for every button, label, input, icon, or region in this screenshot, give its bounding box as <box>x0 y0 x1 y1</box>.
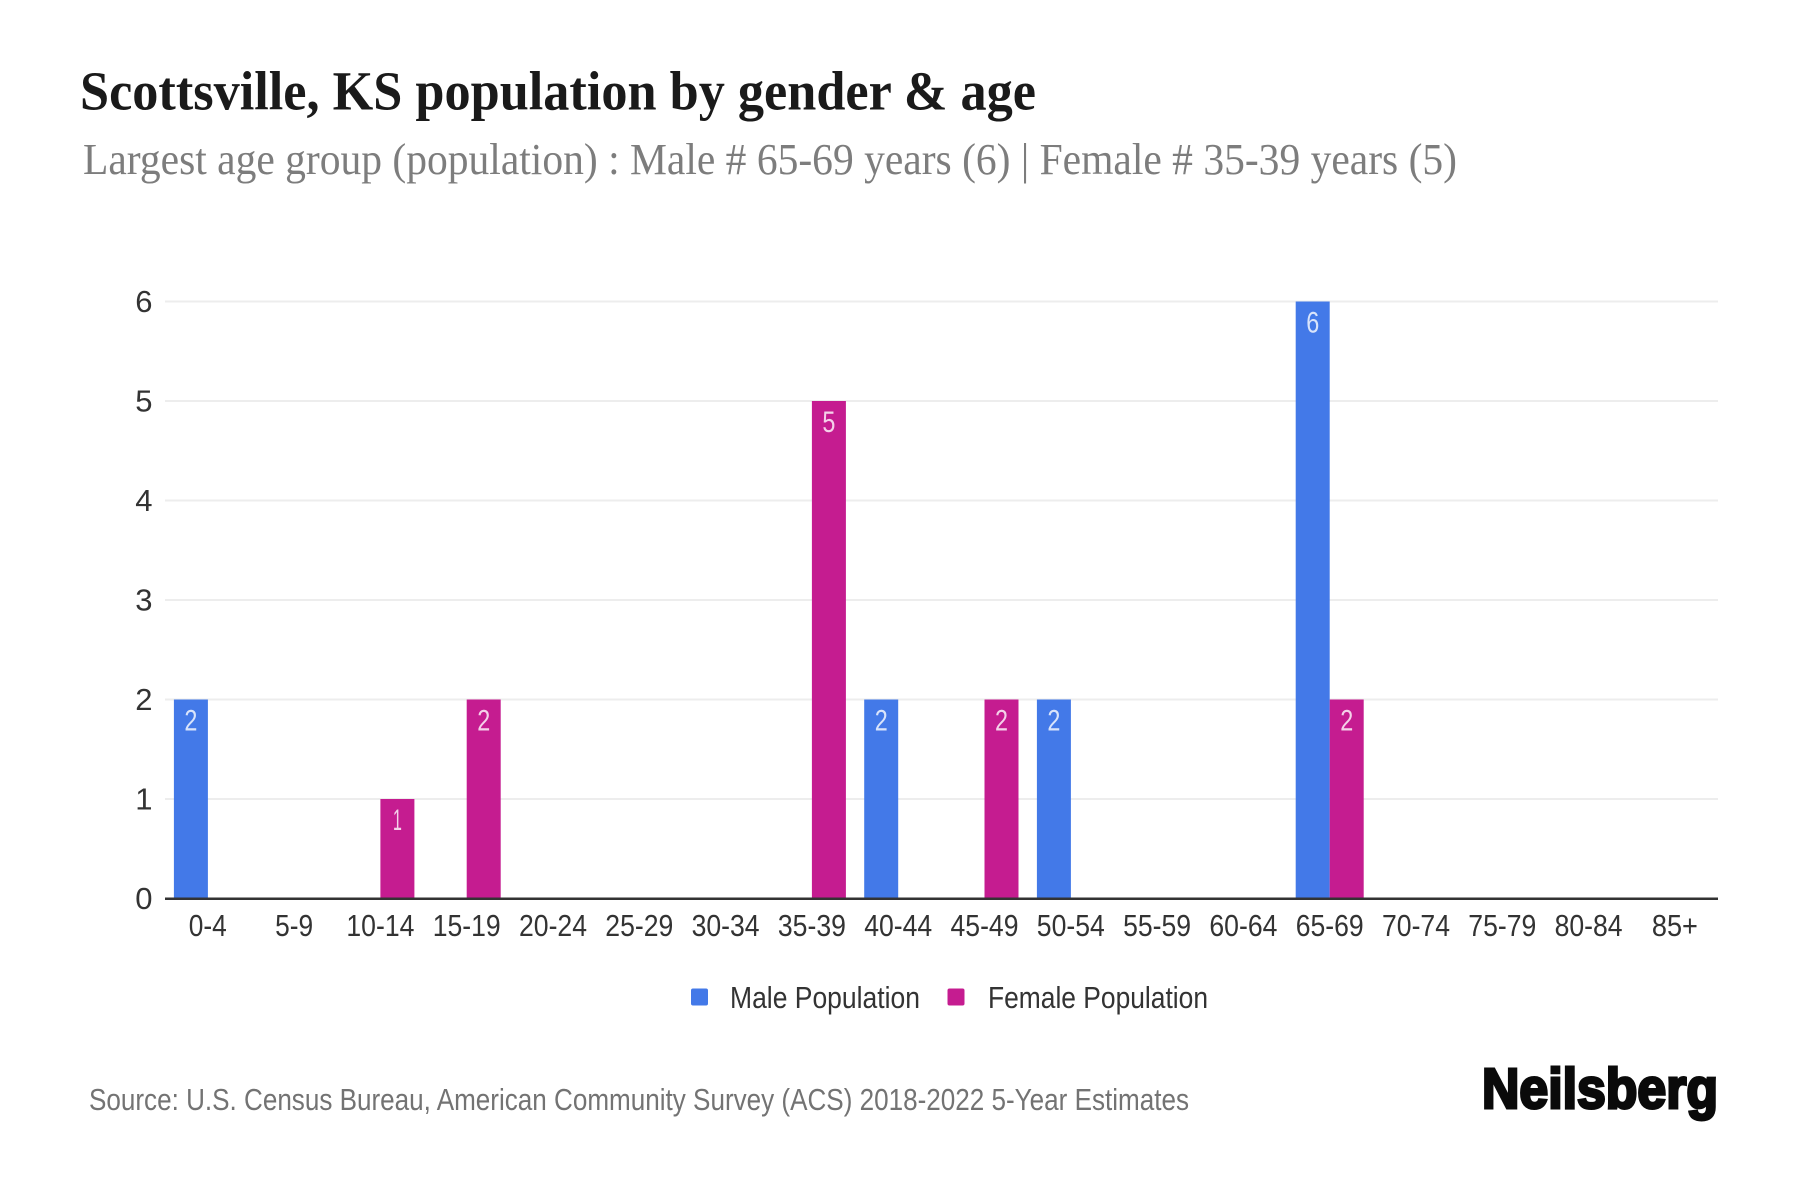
svg-text:6: 6 <box>1306 307 1319 340</box>
svg-text:Source: U.S. Census Bureau, Am: Source: U.S. Census Bureau, American Com… <box>89 1082 1189 1117</box>
svg-text:60-64: 60-64 <box>1209 908 1277 943</box>
svg-text:35-39: 35-39 <box>778 908 846 943</box>
svg-text:2: 2 <box>1340 705 1353 738</box>
svg-text:0: 0 <box>135 881 152 916</box>
svg-text:Female Population: Female Population <box>988 980 1208 1015</box>
svg-text:20-24: 20-24 <box>519 908 587 943</box>
svg-text:2: 2 <box>875 705 888 738</box>
svg-text:75-79: 75-79 <box>1468 908 1536 943</box>
svg-text:45-49: 45-49 <box>951 908 1019 943</box>
svg-text:6: 6 <box>135 284 152 319</box>
svg-text:0-4: 0-4 <box>189 908 227 943</box>
svg-text:Male Population: Male Population <box>730 980 920 1015</box>
svg-text:25-29: 25-29 <box>605 908 673 943</box>
svg-text:5: 5 <box>822 406 835 439</box>
svg-text:1: 1 <box>135 782 152 817</box>
svg-text:2: 2 <box>135 682 152 717</box>
svg-text:85+: 85+ <box>1652 908 1698 943</box>
svg-text:2: 2 <box>477 705 490 738</box>
svg-text:5: 5 <box>135 384 152 419</box>
svg-text:Neilsberg: Neilsberg <box>1482 1057 1718 1121</box>
svg-text:1: 1 <box>393 804 402 837</box>
svg-text:80-84: 80-84 <box>1555 908 1623 943</box>
svg-text:70-74: 70-74 <box>1382 908 1450 943</box>
svg-text:2: 2 <box>1047 705 1060 738</box>
svg-text:Scottsville, KS population by: Scottsville, KS population by gender & a… <box>80 61 1036 122</box>
svg-text:3: 3 <box>135 583 152 618</box>
svg-text:4: 4 <box>135 483 152 518</box>
svg-text:30-34: 30-34 <box>692 908 760 943</box>
svg-text:5-9: 5-9 <box>275 908 313 943</box>
svg-text:50-54: 50-54 <box>1037 908 1105 943</box>
svg-text:2: 2 <box>995 705 1008 738</box>
svg-text:Largest age group (population): Largest age group (population) : Male # … <box>83 135 1457 184</box>
svg-text:55-59: 55-59 <box>1123 908 1191 943</box>
svg-text:65-69: 65-69 <box>1296 908 1364 943</box>
svg-text:15-19: 15-19 <box>433 908 501 943</box>
svg-text:40-44: 40-44 <box>864 908 932 943</box>
svg-text:10-14: 10-14 <box>346 908 414 943</box>
svg-text:2: 2 <box>184 705 197 738</box>
